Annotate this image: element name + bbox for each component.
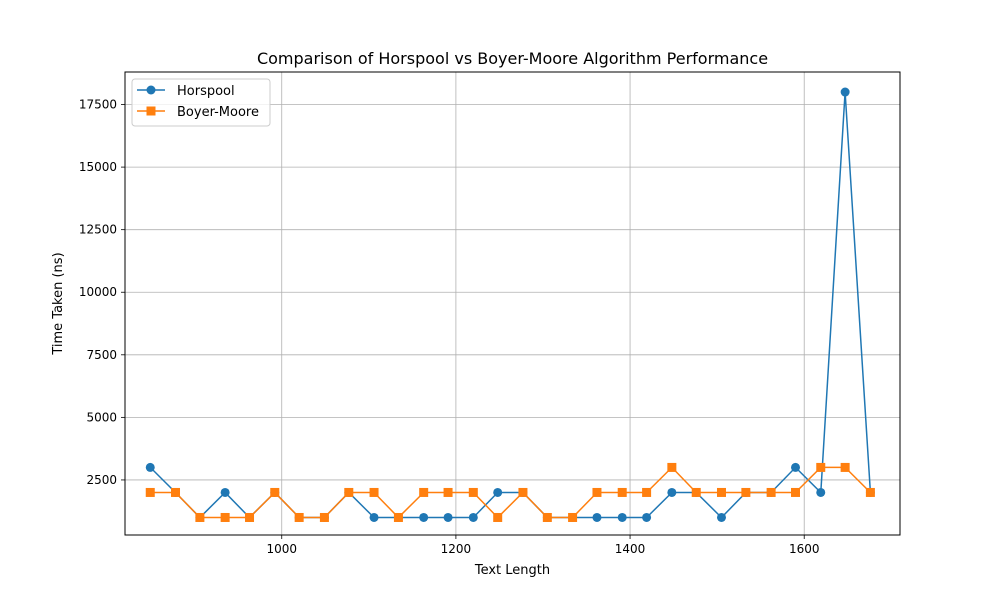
boyer-moore-point (468, 487, 478, 497)
boyer-moore-point (393, 512, 403, 522)
horspool-point (419, 512, 429, 522)
boyer-moore-point (592, 487, 602, 497)
y-tick-label: 2500 (86, 473, 117, 487)
boyer-moore-point (741, 487, 751, 497)
boyer-moore-point (840, 462, 850, 472)
chart-title: Comparison of Horspool vs Boyer-Moore Al… (257, 49, 768, 68)
y-axis-label: Time Taken (ns) (51, 252, 66, 355)
x-tick-label: 1000 (266, 542, 297, 556)
x-tick-label: 1600 (789, 542, 820, 556)
boyer-moore-point (518, 487, 528, 497)
boyer-moore-point (667, 462, 677, 472)
horspool-point (642, 512, 652, 522)
horspool-point (617, 512, 627, 522)
boyer-moore-point (344, 487, 354, 497)
boyer-moore-point (443, 487, 453, 497)
legend-boyer-moore-marker (146, 106, 156, 116)
boyer-moore-point (319, 512, 329, 522)
ticks: 1000 1200 1400 1600 2500 5000 7500 10000 12500 15… (79, 98, 820, 556)
horspool-point (369, 512, 379, 522)
x-tick-label: 1200 (441, 542, 472, 556)
horspool-point (791, 462, 801, 472)
boyer-moore-point (220, 512, 230, 522)
boyer-moore-point (245, 512, 255, 522)
boyer-moore-point (691, 487, 701, 497)
legend-boyer-moore-label: Boyer-Moore (177, 105, 259, 120)
boyer-moore-point (568, 512, 578, 522)
boyer-moore-point (195, 512, 205, 522)
boyer-moore-point (865, 487, 875, 497)
legend-horspool-label: Horspool (177, 84, 235, 99)
horspool-point (816, 487, 826, 497)
horspool-point (493, 487, 503, 497)
horspool-point (468, 512, 478, 522)
y-tick-label: 17500 (79, 98, 117, 112)
horspool-point (220, 487, 230, 497)
x-tick-label: 1400 (615, 542, 646, 556)
boyer-moore-point (766, 487, 776, 497)
y-tick-label: 5000 (86, 410, 117, 424)
boyer-moore-point (294, 512, 304, 522)
legend-box (131, 78, 271, 127)
horspool-point (145, 462, 155, 472)
boyer-moore-point (145, 487, 155, 497)
boyer-moore-point (716, 487, 726, 497)
boyer-moore-point (171, 487, 181, 497)
plot-frame (124, 71, 901, 536)
boyer-moore-point (816, 462, 826, 472)
horspool-point (840, 87, 850, 97)
x-axis-label: Text Length (474, 563, 550, 578)
y-tick-label: 7500 (86, 348, 117, 362)
grid (125, 72, 900, 535)
boyer-moore-point (270, 487, 280, 497)
legend: Horspool Boyer-Moore (131, 78, 271, 127)
horspool-point (667, 487, 677, 497)
horspool-point (592, 512, 602, 522)
y-tick-label: 12500 (79, 223, 117, 237)
horspool-point (716, 512, 726, 522)
legend-horspool-marker (146, 85, 156, 95)
boyer-moore-point (791, 487, 801, 497)
boyer-moore-point (642, 487, 652, 497)
boyer-moore-point (493, 512, 503, 522)
boyer-moore-point (542, 512, 552, 522)
boyer-moore-point (369, 487, 379, 497)
boyer-moore-point (617, 487, 627, 497)
boyer-moore-point (419, 487, 429, 497)
horspool-point (443, 512, 453, 522)
series-layer (145, 87, 875, 522)
y-tick-label: 15000 (79, 160, 117, 174)
y-tick-label: 10000 (79, 285, 117, 299)
